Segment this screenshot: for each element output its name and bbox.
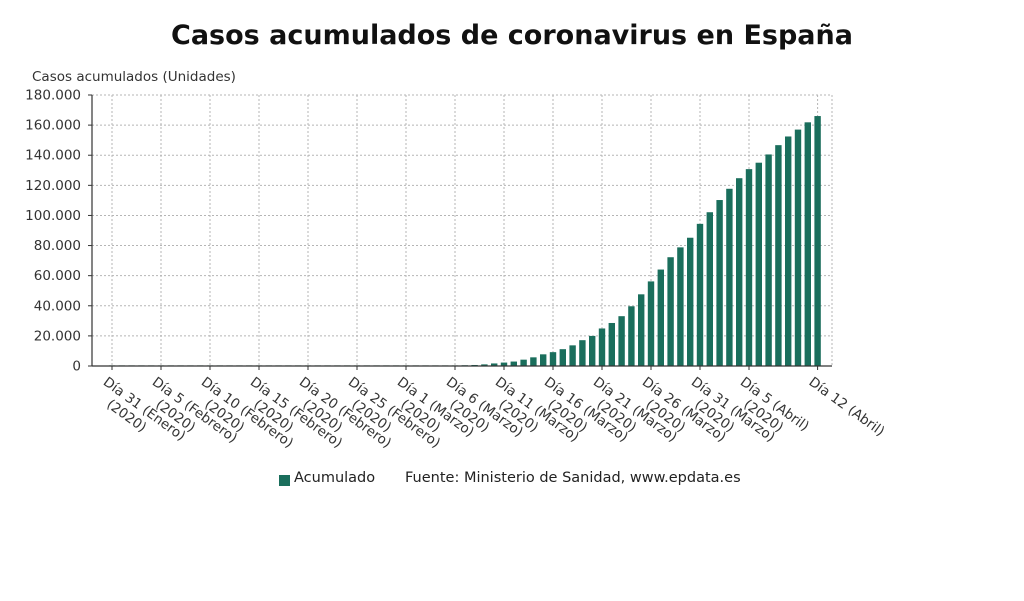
bar-2020-04-12 (814, 116, 821, 367)
bar-2020-03-18 (569, 345, 576, 366)
bar-2020-03-30 (687, 237, 694, 366)
x-tick-label: Día 12 (Abril) (806, 374, 888, 440)
bar-2020-03-09 (481, 364, 488, 366)
bar-2020-03-11 (500, 362, 508, 366)
bar-2020-03-27 (657, 269, 664, 366)
bar-2020-03-22 (608, 322, 615, 366)
bar-2020-03-16 (549, 352, 557, 366)
chart-title: Casos acumulados de coronavirus en Españ… (171, 20, 853, 51)
y-tick-label: 60.000 (34, 268, 81, 284)
y-tick-label: 160.000 (25, 118, 81, 134)
bar-2020-03-26 (647, 281, 655, 366)
bar-2020-04-06 (755, 162, 762, 366)
bar-2020-03-25 (638, 294, 645, 366)
source-note: Fuente: Ministerio de Sanidad, www.epdat… (405, 470, 741, 486)
y-tick-label: 180.000 (25, 88, 81, 104)
bar-2020-04-08 (775, 145, 782, 366)
bar-2020-03-10 (491, 363, 498, 366)
bar-2020-04-05 (745, 169, 753, 366)
bar-2020-04-11 (804, 122, 811, 367)
bar-2020-04-10 (794, 129, 802, 366)
bar-2020-04-03 (726, 188, 733, 366)
bar-2020-03-17 (559, 349, 566, 366)
bar-2020-04-07 (765, 154, 772, 366)
legend-swatch-acumulado (279, 475, 290, 486)
y-tick-label: 0 (72, 359, 81, 375)
y-tick-label: 120.000 (25, 178, 81, 194)
bar-2020-03-15 (540, 354, 547, 366)
y-tick-labels: 0 20.000 40.000 60.000 80.000 100.000 120.000 1… (25, 88, 81, 375)
bar-2020-03-14 (530, 357, 537, 366)
bar-2020-03-29 (677, 247, 684, 366)
y-axis-label: Casos acumulados (Unidades) (32, 69, 236, 85)
bar-2020-04-04 (736, 178, 743, 366)
legend-label-acumulado: Acumulado (294, 470, 376, 486)
bar-2020-04-02 (716, 200, 723, 366)
bar-2020-03-31 (696, 223, 704, 366)
bar-2020-04-09 (785, 136, 792, 366)
bar-2020-04-01 (706, 212, 713, 366)
bars-group (108, 116, 821, 367)
y-tick-label: 140.000 (25, 148, 81, 164)
bar-2020-03-24 (628, 306, 635, 366)
y-tick-label: 100.000 (25, 208, 81, 224)
y-tick-label: 80.000 (34, 238, 81, 254)
axes (88, 94, 832, 370)
x-tick-label-group: Día 12 (Abril) (806, 374, 888, 440)
bar-2020-03-19 (579, 340, 586, 366)
bar-2020-03-13 (520, 359, 527, 366)
bar-2020-03-28 (667, 257, 674, 366)
bar-2020-03-21 (598, 328, 606, 366)
bar-2020-03-20 (589, 335, 596, 366)
y-tick-label: 20.000 (34, 328, 81, 344)
x-tick-labels: Día 31 (Enero)(2020) Día 5 (Febrero)(2020… (100, 374, 888, 451)
y-tick-label: 40.000 (34, 298, 81, 314)
bar-2020-03-23 (618, 316, 625, 366)
bar-2020-03-12 (510, 361, 517, 366)
